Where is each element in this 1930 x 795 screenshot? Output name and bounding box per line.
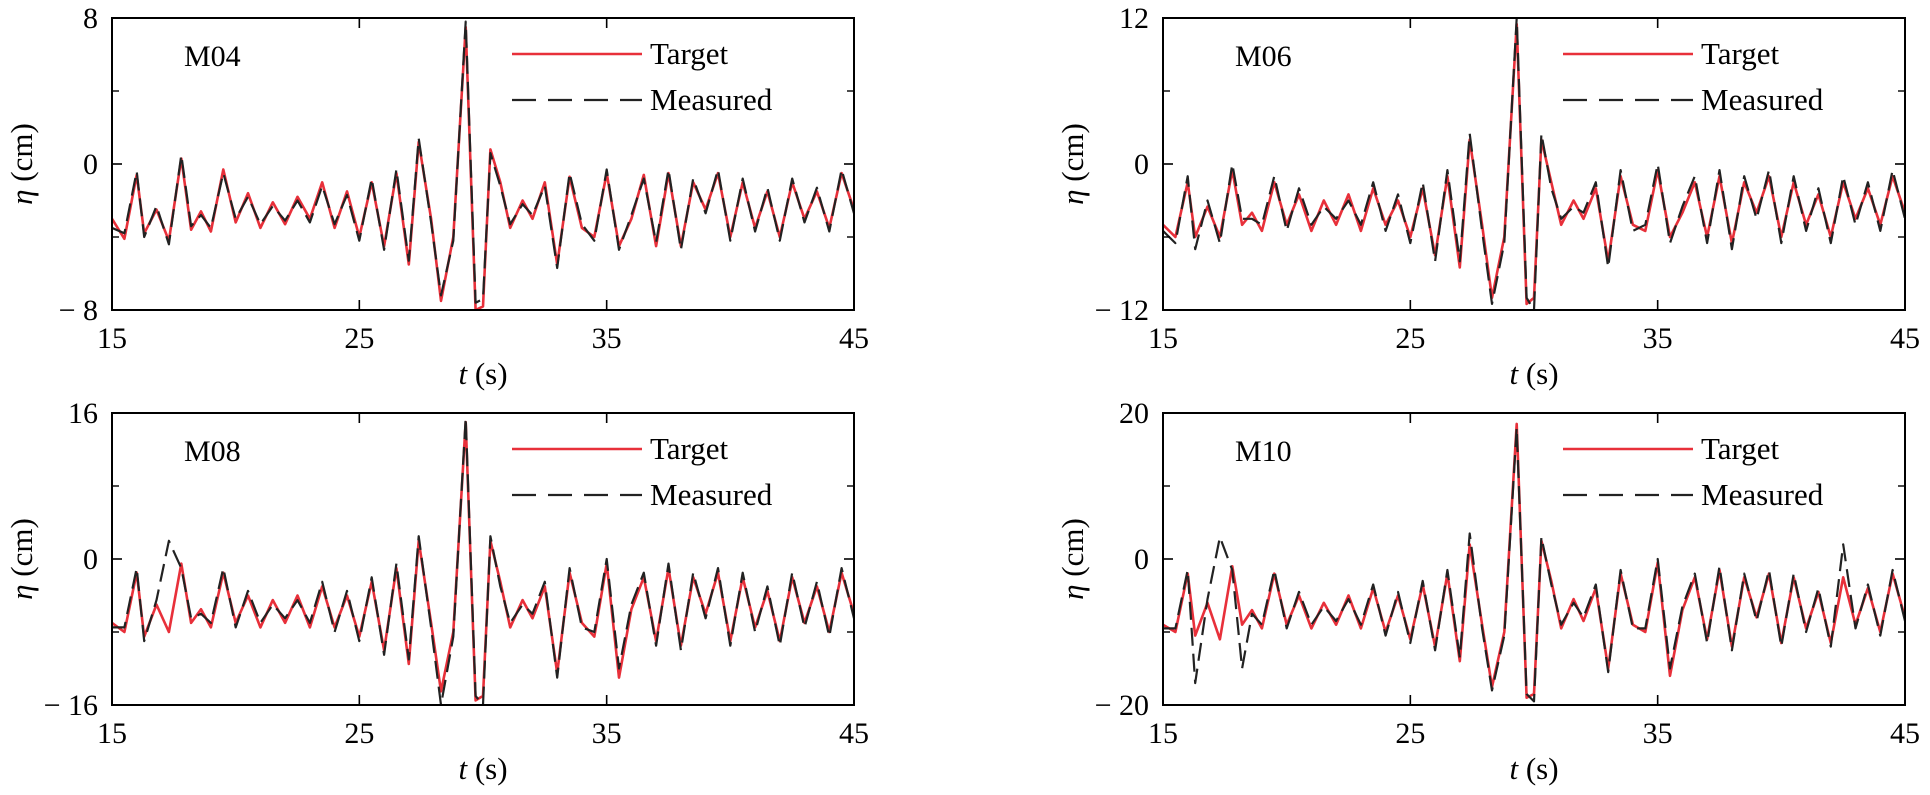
y-tick-label: − 8 bbox=[59, 294, 98, 327]
y-axis-title: η (cm) bbox=[4, 123, 39, 205]
y-axis-title: η (cm) bbox=[1055, 518, 1090, 600]
panel-label: M08 bbox=[184, 435, 241, 468]
x-tick-label: 15 bbox=[97, 717, 127, 750]
legend-label-target: Target bbox=[1701, 431, 1780, 466]
y-tick-label: − 20 bbox=[1095, 689, 1149, 722]
x-tick-label: 15 bbox=[1148, 322, 1178, 355]
y-tick-label: 20 bbox=[1119, 397, 1149, 430]
panel-label: M10 bbox=[1235, 435, 1292, 468]
legend-label-measured: Measured bbox=[650, 82, 773, 117]
panel-label: M06 bbox=[1235, 40, 1292, 73]
series-line-measured bbox=[1163, 18, 1905, 310]
x-tick-label: 45 bbox=[1890, 717, 1920, 750]
x-tick-label: 45 bbox=[1890, 322, 1920, 355]
x-tick-label: 35 bbox=[1643, 322, 1673, 355]
legend-label-measured: Measured bbox=[1701, 477, 1824, 512]
x-tick-label: 35 bbox=[1643, 717, 1673, 750]
y-tick-label: 12 bbox=[1119, 2, 1149, 35]
y-tick-label: 0 bbox=[83, 148, 98, 181]
y-tick-label: 0 bbox=[83, 543, 98, 576]
x-tick-label: 35 bbox=[592, 717, 622, 750]
y-tick-label: 8 bbox=[83, 2, 98, 35]
x-axis-title: t (s) bbox=[1509, 356, 1558, 391]
y-tick-label: − 16 bbox=[44, 689, 98, 722]
series-line-measured bbox=[112, 20, 854, 304]
x-tick-label: 35 bbox=[592, 322, 622, 355]
x-tick-label: 25 bbox=[1395, 717, 1425, 750]
x-axis-title: t (s) bbox=[458, 751, 507, 786]
x-tick-label: 15 bbox=[97, 322, 127, 355]
chart-panel-m06: 15 25 35 45 − 12 0 12 t (s) η (cm) M06 Target Measu… bbox=[1055, 2, 1920, 391]
y-tick-label: 0 bbox=[1134, 543, 1149, 576]
x-tick-label: 25 bbox=[344, 717, 374, 750]
legend-label-target: Target bbox=[650, 36, 729, 71]
legend-label-target: Target bbox=[1701, 36, 1780, 71]
chart-panel-m04: 15 25 35 45 − 8 0 8 t (s) η (cm) M04 Target Measure… bbox=[4, 2, 869, 391]
x-tick-label: 25 bbox=[1395, 322, 1425, 355]
y-tick-label: 16 bbox=[68, 397, 98, 430]
x-tick-label: 15 bbox=[1148, 717, 1178, 750]
x-axis-title: t (s) bbox=[458, 356, 507, 391]
y-tick-label: − 12 bbox=[1095, 294, 1149, 327]
x-tick-label: 25 bbox=[344, 322, 374, 355]
y-tick-label: 0 bbox=[1134, 148, 1149, 181]
legend-label-measured: Measured bbox=[650, 477, 773, 512]
x-axis-title: t (s) bbox=[1509, 751, 1558, 786]
y-axis-title: η (cm) bbox=[4, 518, 39, 600]
series-line-measured bbox=[1163, 426, 1905, 703]
panel-label: M04 bbox=[184, 40, 241, 73]
x-tick-label: 45 bbox=[839, 322, 869, 355]
x-tick-label: 45 bbox=[839, 717, 869, 750]
legend-label-target: Target bbox=[650, 431, 729, 466]
series-line-measured bbox=[112, 416, 854, 705]
chart-panel-m08: 15 25 35 45 − 16 0 16 t (s) η (cm) M08 Target Measu… bbox=[4, 397, 869, 786]
y-axis-title: η (cm) bbox=[1055, 123, 1090, 205]
legend-label-measured: Measured bbox=[1701, 82, 1824, 117]
chart-panel-m10: 15 25 35 45 − 20 0 20 t (s) η (cm) M10 Target Measu… bbox=[1055, 397, 1920, 786]
